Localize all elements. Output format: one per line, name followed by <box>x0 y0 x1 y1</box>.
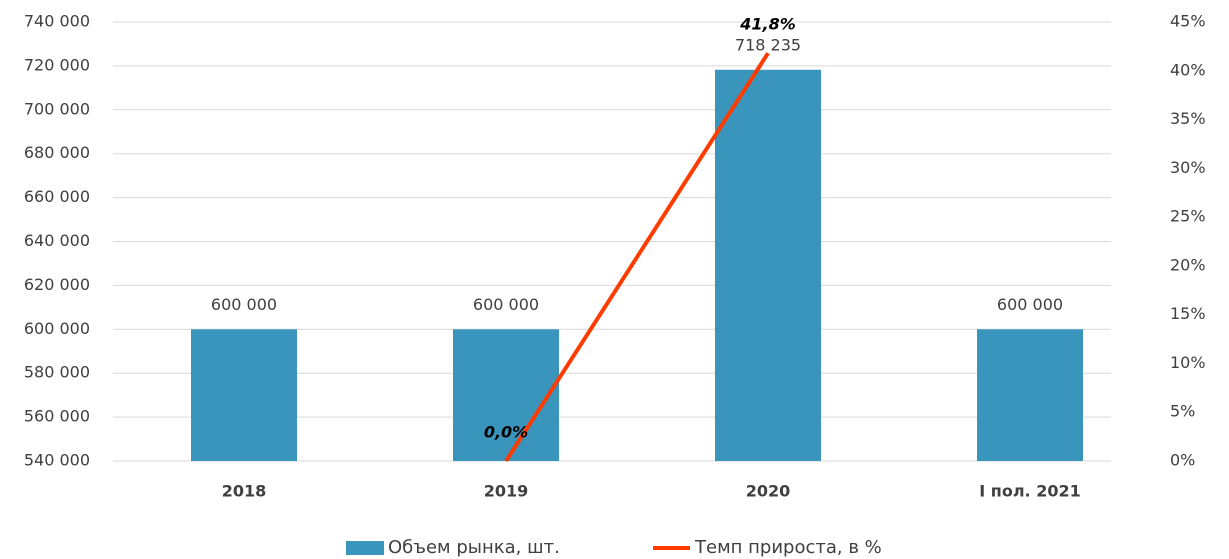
y-tick-label: 540 000 <box>24 451 90 470</box>
y2-tick-label: 35% <box>1170 109 1206 128</box>
x-tick-label: 2019 <box>484 482 529 501</box>
data-label: 600 000 <box>473 295 539 314</box>
x-tick-label: 2020 <box>746 482 791 501</box>
y-tick-label: 700 000 <box>24 99 90 118</box>
line-data-label: 0,0% <box>484 423 528 442</box>
y2-tick-label: 25% <box>1170 207 1206 226</box>
legend-label: Темп прироста, в % <box>694 537 882 558</box>
data-label: 600 000 <box>997 295 1063 314</box>
y2-tick-label: 20% <box>1170 255 1206 274</box>
legend-label: Объем рынка, шт. <box>388 537 560 558</box>
y-tick-label: 680 000 <box>24 143 90 162</box>
y2-tick-label: 45% <box>1170 12 1206 31</box>
x-tick-label: I пол. 2021 <box>979 482 1080 501</box>
y-tick-label: 600 000 <box>24 319 90 338</box>
y-tick-label: 640 000 <box>24 231 90 250</box>
legend-swatch <box>346 541 384 555</box>
x-tick-label: 2018 <box>222 482 267 501</box>
y2-tick-label: 0% <box>1170 451 1195 470</box>
bar <box>715 69 821 462</box>
y-tick-label: 660 000 <box>24 187 90 206</box>
y-tick-label: 620 000 <box>24 275 90 294</box>
bar <box>191 329 297 461</box>
y2-tick-label: 10% <box>1170 353 1206 372</box>
y-tick-label: 740 000 <box>24 12 90 31</box>
y2-tick-label: 15% <box>1170 304 1206 323</box>
bar <box>977 329 1083 461</box>
line <box>504 52 770 463</box>
data-label: 600 000 <box>211 295 277 314</box>
bar <box>453 329 559 461</box>
data-label: 718 235 <box>735 35 801 54</box>
y-tick-label: 560 000 <box>24 407 90 426</box>
y2-tick-label: 5% <box>1170 402 1195 421</box>
y-tick-label: 580 000 <box>24 363 90 382</box>
y2-tick-label: 40% <box>1170 60 1206 79</box>
line-data-label: 41,8% <box>739 15 796 34</box>
y2-tick-label: 30% <box>1170 158 1206 177</box>
y-tick-label: 720 000 <box>24 55 90 74</box>
